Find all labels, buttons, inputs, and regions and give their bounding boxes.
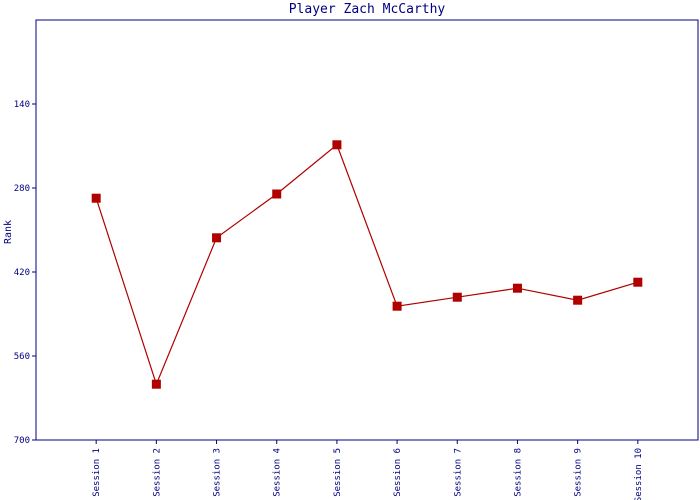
y-axis-label: Rank bbox=[3, 220, 14, 244]
data-point bbox=[512, 283, 522, 293]
chart-title: Player Zach McCarthy bbox=[289, 2, 446, 17]
x-tick-label: Session 4 bbox=[273, 448, 283, 497]
x-tick-label: Session 10 bbox=[634, 448, 644, 500]
y-tick-label: 140 bbox=[14, 100, 30, 110]
x-tick-label: Session 6 bbox=[393, 448, 403, 497]
data-point bbox=[212, 233, 222, 243]
y-tick-label: 700 bbox=[14, 436, 30, 446]
data-point bbox=[332, 140, 342, 150]
data-point bbox=[272, 189, 282, 199]
x-tick-label: Session 9 bbox=[574, 448, 584, 497]
series-line bbox=[95, 143, 638, 386]
data-point bbox=[452, 292, 462, 302]
y-tick-label: 420 bbox=[14, 268, 30, 278]
x-tick-label: Session 1 bbox=[92, 448, 102, 497]
data-point bbox=[392, 301, 402, 311]
y-tick-label: 280 bbox=[14, 184, 30, 194]
data-point bbox=[573, 295, 583, 305]
plot-area bbox=[35, 19, 699, 441]
y-tick-label: 560 bbox=[14, 352, 30, 362]
x-tick-label: Session 3 bbox=[213, 448, 223, 497]
x-tick-label: Session 5 bbox=[333, 448, 343, 497]
x-tick-label: Session 7 bbox=[453, 448, 463, 497]
data-point bbox=[91, 193, 101, 203]
x-tick-label: Session 2 bbox=[152, 448, 162, 497]
x-tick-label: Session 8 bbox=[513, 448, 523, 497]
data-point bbox=[151, 379, 161, 389]
data-point bbox=[633, 277, 643, 287]
